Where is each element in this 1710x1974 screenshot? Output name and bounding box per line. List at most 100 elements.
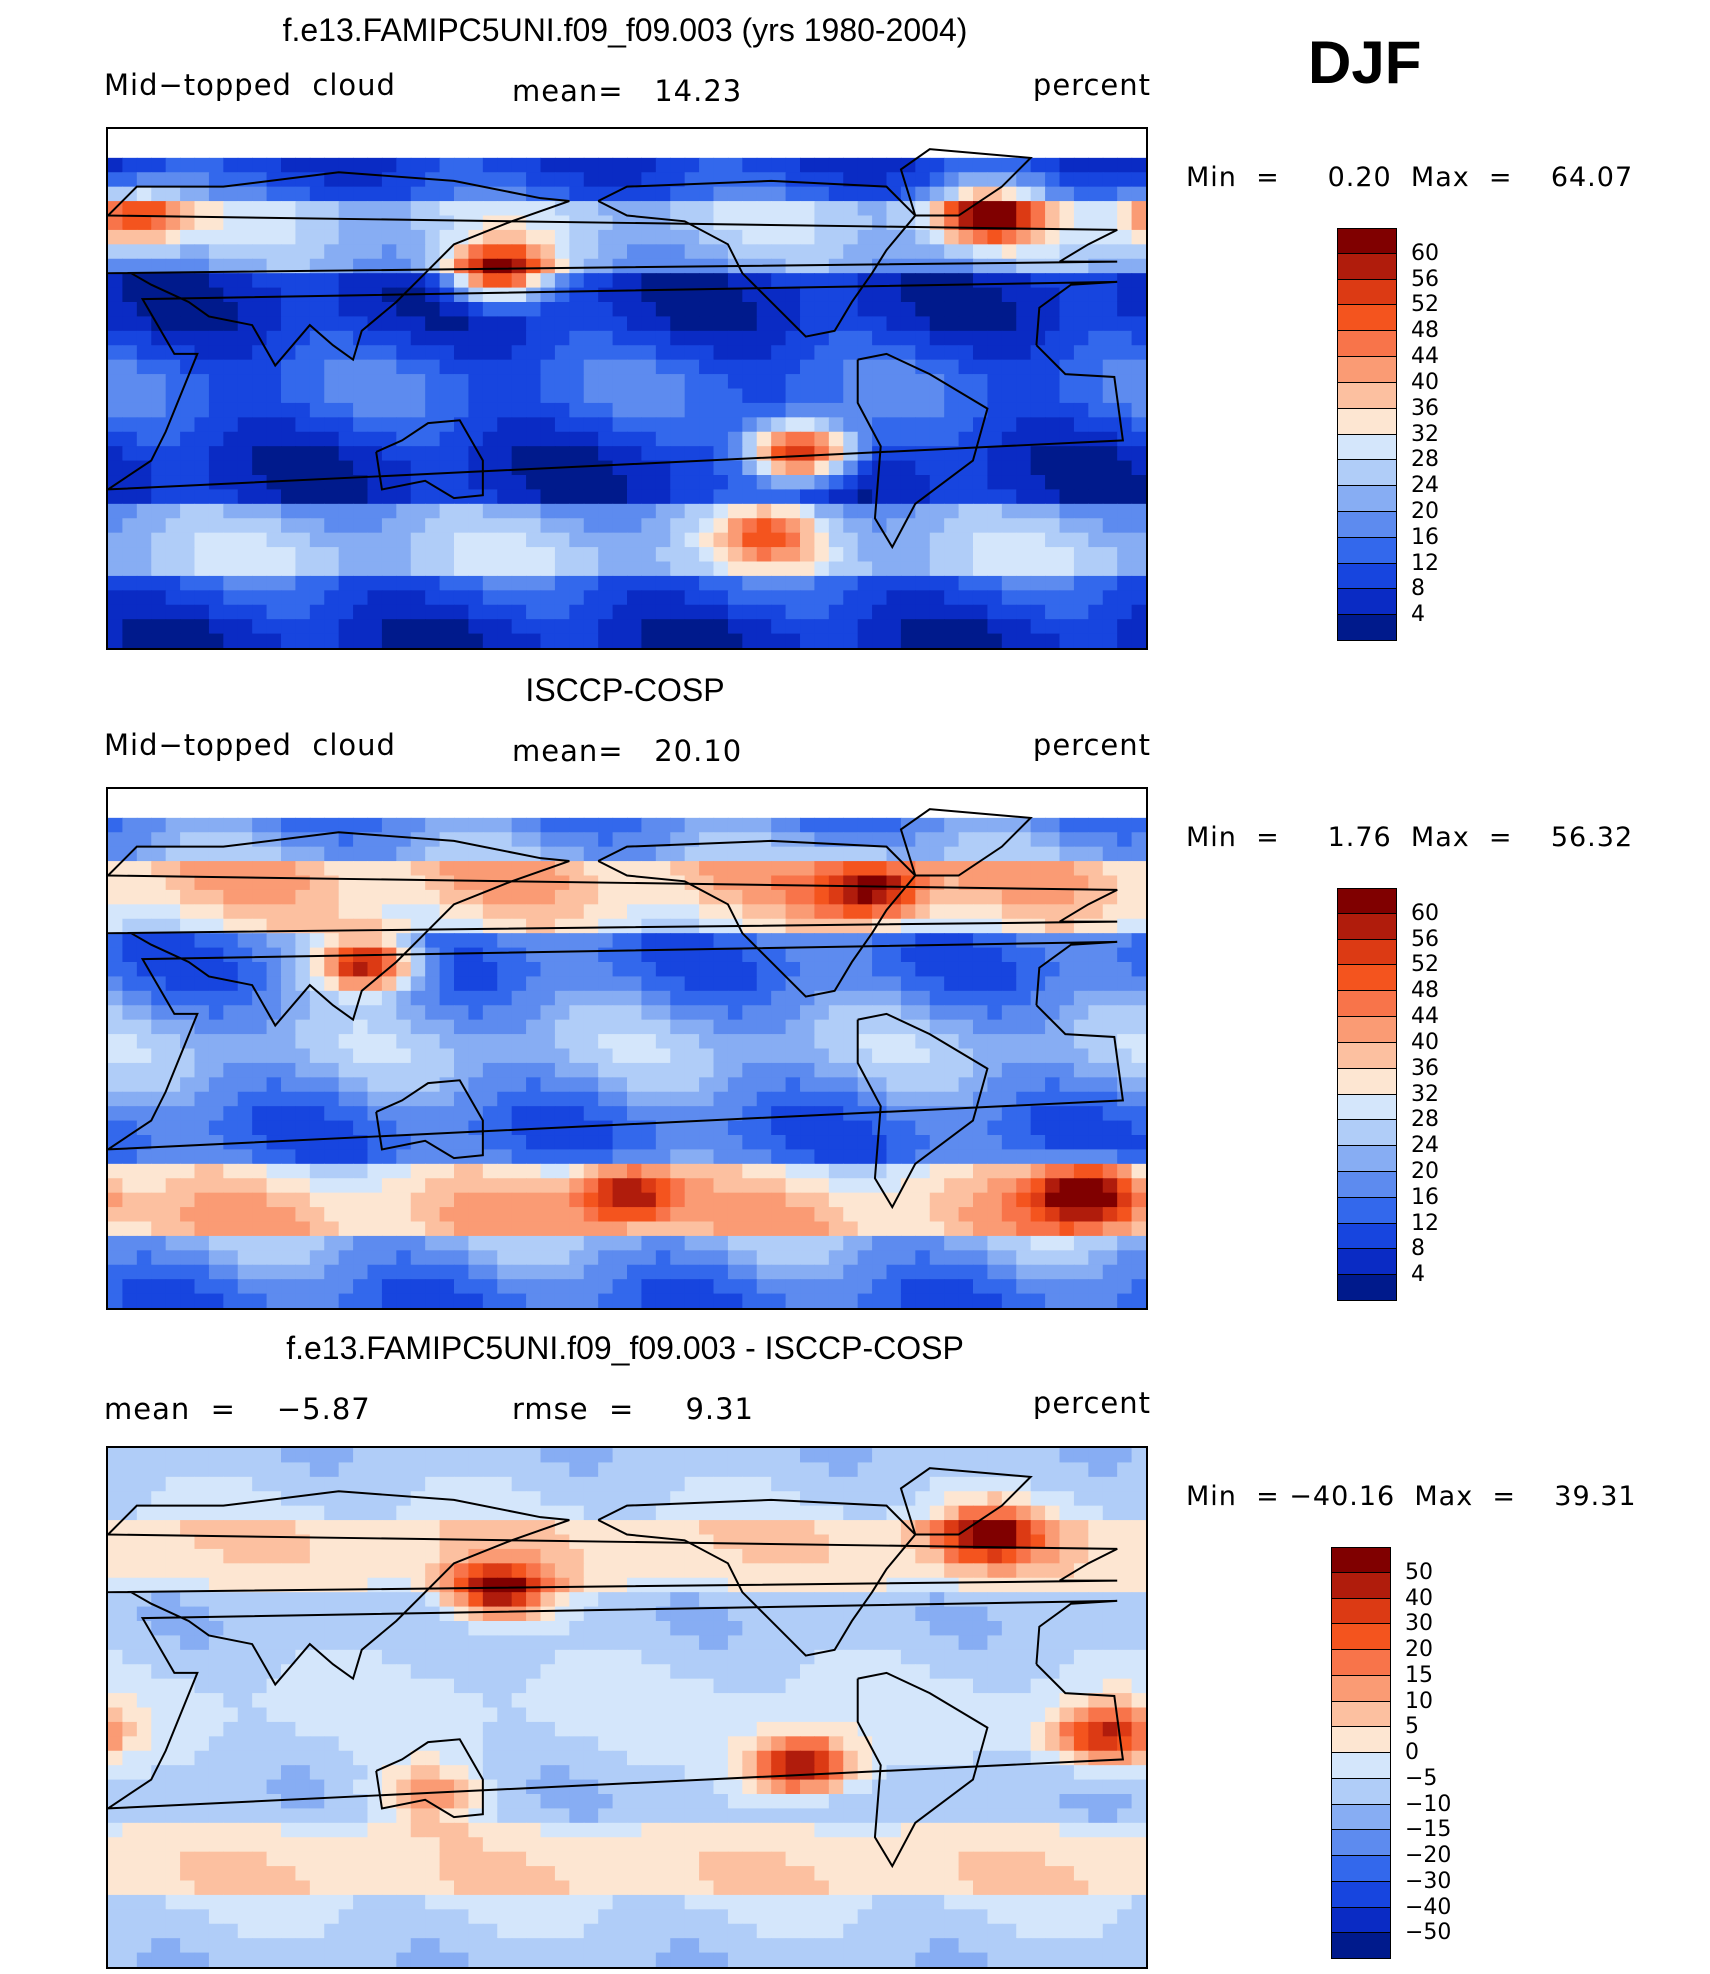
map-field	[108, 1448, 1146, 1967]
panel-2-mean-label: mean= 20.10	[512, 734, 743, 768]
colorbar-tick-label: 36	[1411, 1055, 1439, 1081]
panel-2-left-label: Mid−topped cloud	[104, 728, 396, 762]
coastlines	[108, 808, 1125, 1210]
colorbar-swatch	[1331, 1624, 1391, 1650]
colorbar-swatch	[1337, 991, 1397, 1018]
panel-2-title: ISCCP-COSP	[525, 672, 725, 708]
colorbar-swatch	[1331, 1701, 1391, 1728]
map-svg	[108, 808, 1146, 1308]
colorbar-tick-label: −40	[1405, 1894, 1452, 1920]
colorbar-tick-label: 32	[1411, 421, 1439, 447]
colorbar-tick-label: 56	[1411, 266, 1439, 292]
coastline	[856, 352, 989, 550]
coastlines	[108, 1467, 1125, 1869]
colorbar-tick-label: 20	[1405, 1637, 1433, 1662]
colorbar-tick-label: 24	[1411, 1133, 1439, 1159]
colorbar-swatch	[1337, 589, 1397, 616]
colorbar-swatch	[1331, 1753, 1391, 1779]
colorbar-tick-label: 56	[1411, 926, 1439, 952]
panel-1-units-label: percent	[1032, 68, 1151, 102]
panel-3-units-label: percent	[1032, 1386, 1151, 1420]
map-svg	[108, 148, 1146, 648]
colorbar-tick-label: −15	[1405, 1817, 1452, 1843]
colorbar-swatch	[1331, 1572, 1391, 1599]
colorbar-tick-label: 36	[1411, 395, 1439, 421]
season-label: DJF	[1308, 29, 1422, 96]
colorbar-tick-label: 8	[1411, 1236, 1425, 1262]
colorbar-swatch	[1331, 1547, 1391, 1573]
panel-2-map	[106, 787, 1148, 1310]
colorbar-swatch	[1331, 1881, 1391, 1908]
colorbar-swatch	[1331, 1598, 1391, 1625]
coastline	[597, 179, 917, 338]
colorbar-swatch	[1337, 1223, 1397, 1250]
coastline	[108, 171, 1118, 368]
coastline	[108, 1599, 1125, 1810]
colorbar-swatch	[1337, 965, 1397, 992]
colorbar-tick-label: 60	[1411, 900, 1439, 926]
colorbar-swatch	[1337, 460, 1397, 487]
colorbar-tick-label: 24	[1411, 473, 1439, 499]
colorbar-swatch	[1337, 939, 1397, 966]
colorbar-swatch	[1331, 1804, 1391, 1831]
colorbar-swatch	[1337, 382, 1397, 409]
colorbar-swatch	[1337, 279, 1397, 306]
colorbar-swatch	[1337, 537, 1397, 564]
map-field	[108, 157, 1146, 648]
coastline	[856, 1012, 989, 1210]
panel-3-mean-label: mean = −5.87	[104, 1392, 371, 1426]
panel-2-min-max: Min = 1.76 Max = 56.32	[1186, 822, 1634, 853]
colorbar-swatch	[1337, 228, 1397, 254]
colorbar-tick-label: 0	[1405, 1740, 1419, 1765]
colorbar-tick-label: 20	[1411, 1158, 1439, 1184]
coastline	[108, 1490, 1118, 1687]
colorbar-swatch	[1337, 1017, 1397, 1043]
colorbar-swatch	[1337, 1249, 1397, 1276]
colorbar-tick-label: 48	[1411, 318, 1439, 344]
panel-2-units-label: percent	[1032, 728, 1151, 762]
colorbar-tick-label: −20	[1405, 1843, 1452, 1868]
colorbar-tick-label: 50	[1405, 1559, 1433, 1585]
colorbar-swatch	[1337, 615, 1397, 641]
map-svg	[108, 1448, 1146, 1967]
panel-1-left-label: Mid−topped cloud	[104, 68, 396, 102]
colorbar-tick-label: 28	[1411, 447, 1439, 473]
colorbar-swatch	[1337, 888, 1397, 914]
colorbar-tick-label: −50	[1405, 1920, 1452, 1946]
coastline	[108, 940, 1125, 1151]
colorbar-swatch	[1337, 1171, 1397, 1198]
colorbar-tick-label: 60	[1411, 240, 1439, 266]
colorbar-swatch	[1337, 563, 1397, 590]
colorbar-swatch	[1337, 1197, 1397, 1224]
coastlines	[108, 148, 1125, 550]
colorbar-tick-label: 40	[1411, 1029, 1439, 1055]
panel-3-map	[106, 1446, 1148, 1969]
colorbar-swatch	[1337, 1094, 1397, 1121]
colorbar-tick-label: 12	[1411, 550, 1439, 576]
colorbar-tick-label: 4	[1411, 602, 1425, 628]
colorbar-tick-label: 5	[1405, 1714, 1419, 1740]
colorbar-tick-label: 28	[1411, 1107, 1439, 1133]
colorbar-tick-label: 8	[1411, 576, 1425, 602]
coastline	[899, 1467, 1033, 1536]
colorbar-swatch	[1331, 1933, 1391, 1959]
panel-2-colorbar: 60 56 52 48 44 40 36 32 28 24 20 16 12 8 4	[1337, 888, 1439, 1301]
panel-3-title: f.e13.FAMIPC5UNI.f09_f09.003 - ISCCP-COS…	[286, 1330, 964, 1366]
colorbar-swatch	[1337, 913, 1397, 940]
coastline	[856, 1671, 989, 1869]
colorbar-swatch	[1337, 1068, 1397, 1095]
colorbar-tick-label: 32	[1411, 1081, 1439, 1107]
coastline	[108, 831, 1118, 1028]
colorbar-swatch	[1331, 1907, 1391, 1934]
colorbar-swatch	[1331, 1778, 1391, 1805]
colorbar-swatch	[1331, 1727, 1391, 1753]
colorbar-tick-label: 10	[1405, 1688, 1433, 1714]
panel-3-min-max: Min = −40.16 Max = 39.31	[1186, 1481, 1637, 1512]
coastline	[597, 1498, 917, 1657]
coastline	[899, 808, 1033, 877]
colorbar-swatch	[1337, 253, 1397, 280]
colorbar-swatch	[1331, 1675, 1391, 1702]
colorbar-swatch	[1337, 434, 1397, 461]
colorbar-swatch	[1337, 1275, 1397, 1301]
colorbar-tick-label: −10	[1405, 1791, 1452, 1817]
